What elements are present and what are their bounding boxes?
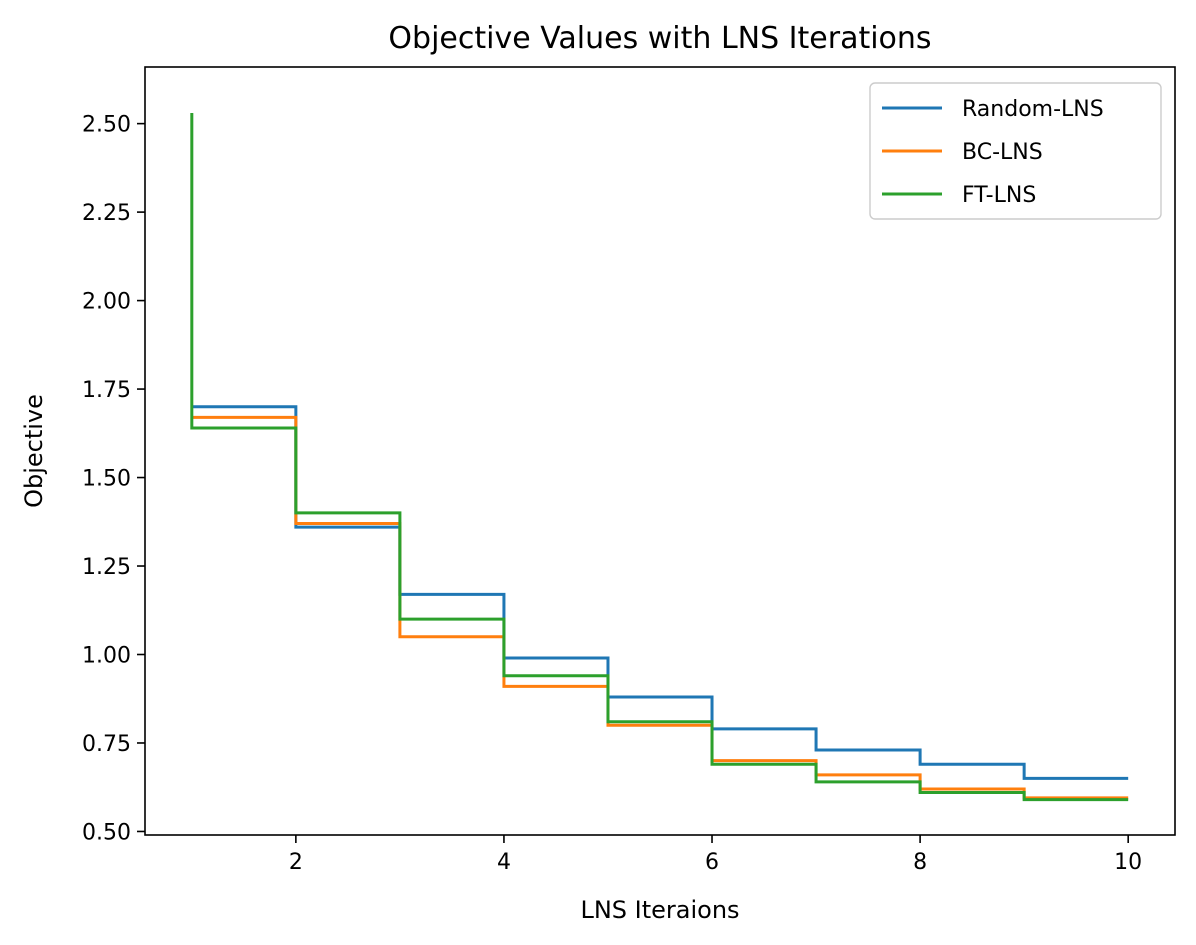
y-tick-label: 1.00 <box>82 644 131 669</box>
legend-label-bc-lns: BC-LNS <box>962 140 1043 165</box>
y-tick-label: 1.50 <box>82 467 131 492</box>
x-tick-label: 4 <box>497 850 511 875</box>
x-tick-label: 2 <box>289 850 303 875</box>
legend-label-ft-lns: FT-LNS <box>962 183 1036 208</box>
series-line-bc-lns <box>191 415 1129 800</box>
y-tick-label: 1.25 <box>82 555 131 580</box>
x-tick-label: 6 <box>705 850 719 875</box>
y-tick-label: 2.00 <box>82 290 131 315</box>
y-tick-label: 0.50 <box>82 820 131 845</box>
series-line-ft-lns <box>190 113 1129 802</box>
y-tick-label: 2.50 <box>82 113 131 138</box>
y-tick-label: 0.75 <box>82 732 131 757</box>
y-axis: 0.50 0.75 1.00 1.25 1.50 1.75 2.00 2.25 2.50 <box>82 113 145 845</box>
x-axis: 2 4 6 8 10 <box>289 835 1142 875</box>
chart-title: Objective Values with LNS Iterations <box>388 21 931 56</box>
plot-area <box>144 66 1176 836</box>
legend-label-random-lns: Random-LNS <box>962 97 1104 122</box>
legend: Random-LNS BC-LNS FT-LNS <box>869 82 1162 220</box>
legend-box <box>869 82 1162 220</box>
y-axis-label: Objective <box>20 394 48 508</box>
y-tick-label: 2.25 <box>82 201 131 226</box>
x-tick-label: 8 <box>913 850 927 875</box>
x-tick-label: 10 <box>1114 850 1142 875</box>
series-layer <box>190 113 1129 802</box>
x-axis-label: LNS Iteraions <box>580 896 739 924</box>
series-line-random-lns <box>191 405 1129 780</box>
y-tick-label: 1.75 <box>82 378 131 403</box>
plot-frame <box>144 66 1176 836</box>
